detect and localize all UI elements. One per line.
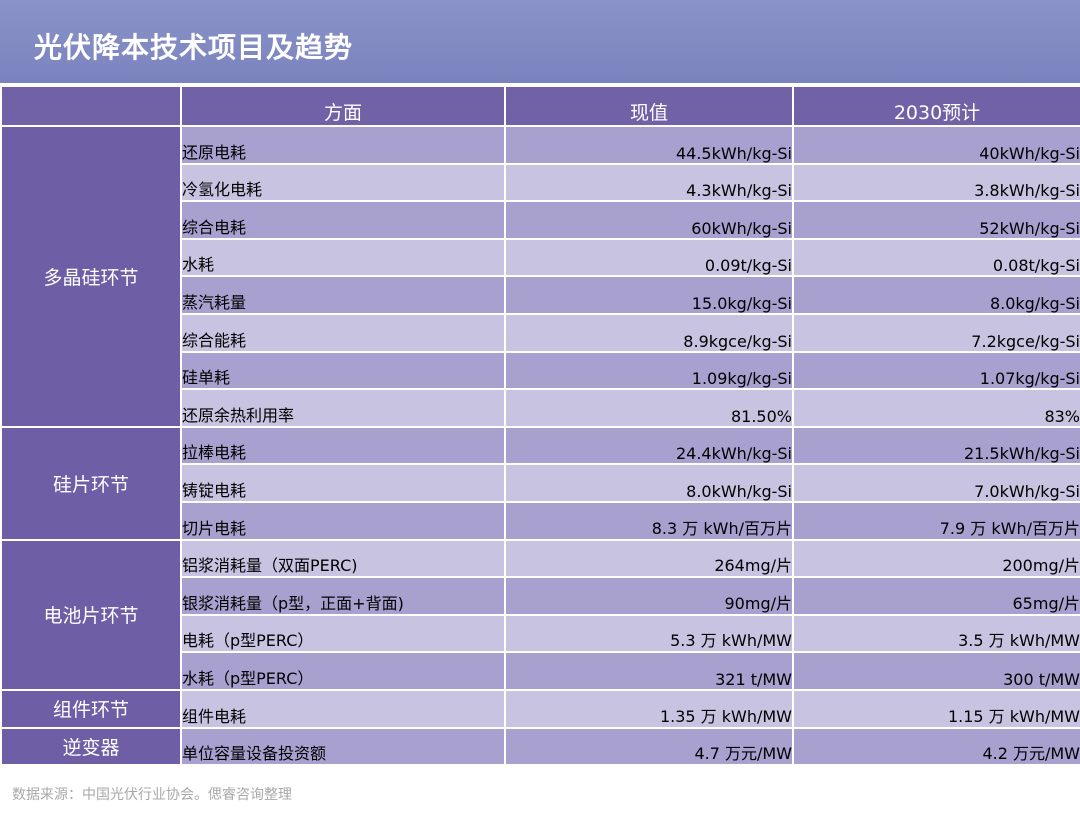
forecast-value-cell: 3.5 万 kWh/MW — [792, 613, 1080, 654]
item-cell: 冷氢化电耗 — [180, 162, 506, 203]
forecast-value-cell: 65mg/片 — [792, 576, 1080, 616]
group-label: 组件环节 — [0, 688, 182, 729]
group-label: 电池片环节 — [0, 538, 182, 691]
table-row: 银浆消耗量（p型，正面+背面) 90mg/片 65mg/片 — [1, 576, 1080, 616]
page-title: 光伏降本技术项目及趋势 — [34, 31, 354, 64]
item-cell: 蒸汽耗量 — [180, 275, 506, 315]
header-current: 现值 — [504, 85, 794, 127]
forecast-value-cell: 40kWh/kg-Si — [792, 125, 1080, 165]
item-cell: 还原电耗 — [180, 125, 506, 165]
item-cell: 铝浆消耗量（双面PERC) — [180, 538, 506, 579]
forecast-value-cell: 200mg/片 — [792, 538, 1080, 579]
table-row: 电池片环节 铝浆消耗量（双面PERC) 264mg/片 200mg/片 — [0, 538, 1080, 691]
item-cell: 铸锭电耗 — [180, 463, 506, 503]
current-value-cell: 264mg/片 — [504, 538, 794, 579]
table-row: 电耗（p型PERC） 5.3 万 kWh/MW 3.5 万 kWh/MW — [1, 613, 1080, 654]
table-row: 蒸汽耗量 15.0kg/kg-Si 8.0kg/kg-Si — [1, 275, 1080, 315]
title-bar: 光伏降本技术项目及趋势 — [0, 0, 1080, 83]
item-cell: 综合能耗 — [180, 312, 506, 353]
item-cell: 水耗（p型PERC） — [180, 651, 506, 691]
data-table: 方面 现值 2030预计 多晶硅环节 还原电耗 44.5kWh/kg-Si 40kWh… — [0, 85, 1080, 767]
current-value-cell: 1.35 万 kWh/MW — [504, 688, 794, 729]
forecast-value-cell: 3.8kWh/kg-Si — [792, 162, 1080, 203]
current-value-cell: 24.4kWh/kg-Si — [504, 425, 794, 466]
table-row: 水耗 0.09t/kg-Si 0.08t/kg-Si — [1, 237, 1080, 278]
current-value-cell: 81.50% — [504, 388, 794, 428]
forecast-value-cell: 7.0kWh/kg-Si — [792, 463, 1080, 503]
group-label: 逆变器 — [0, 726, 182, 767]
forecast-value-cell: 21.5kWh/kg-Si — [792, 425, 1080, 466]
item-cell: 拉棒电耗 — [180, 425, 506, 466]
table-row: 硅片环节 拉棒电耗 24.4kWh/kg-Si 21.5kWh/kg-Si — [0, 425, 1080, 541]
item-cell: 单位容量设备投资额 — [180, 726, 506, 767]
item-cell: 银浆消耗量（p型，正面+背面) — [180, 576, 506, 616]
header-aspect: 方面 — [180, 85, 506, 127]
header-blank — [0, 85, 182, 127]
forecast-value-cell: 300 t/MW — [792, 651, 1080, 691]
current-value-cell: 321 t/MW — [504, 651, 794, 691]
current-value-cell: 8.0kWh/kg-Si — [504, 463, 794, 503]
item-cell: 还原余热利用率 — [180, 388, 506, 428]
table-row: 硅单耗 1.09kg/kg-Si 1.07kg/kg-Si — [1, 350, 1080, 391]
forecast-value-cell: 1.07kg/kg-Si — [792, 350, 1080, 391]
source-note: 数据来源：中国光伏行业协会。偲睿咨询整理 — [12, 787, 292, 803]
table-row: 多晶硅环节 还原电耗 44.5kWh/kg-Si 40kWh/kg-Si — [0, 125, 1080, 428]
forecast-value-cell: 1.15 万 kWh/MW — [792, 688, 1080, 729]
table-row: 铸锭电耗 8.0kWh/kg-Si 7.0kWh/kg-Si — [1, 463, 1080, 503]
table-row: 冷氢化电耗 4.3kWh/kg-Si 3.8kWh/kg-Si — [1, 162, 1080, 203]
table-row: 水耗（p型PERC） 321 t/MW 300 t/MW — [1, 651, 1080, 691]
forecast-value-cell: 83% — [792, 388, 1080, 428]
current-value-cell: 8.9kgce/kg-Si — [504, 312, 794, 353]
current-value-cell: 8.3 万 kWh/百万片 — [504, 500, 794, 541]
current-value-cell: 44.5kWh/kg-Si — [504, 125, 794, 165]
item-cell: 组件电耗 — [180, 688, 506, 729]
forecast-value-cell: 7.9 万 kWh/百万片 — [792, 500, 1080, 541]
header-forecast: 2030预计 — [792, 85, 1080, 127]
table-body: 多晶硅环节 还原电耗 44.5kWh/kg-Si 40kWh/kg-Si 冷氢化电耗 4.… — [0, 125, 1080, 767]
group-label: 多晶硅环节 — [0, 125, 182, 428]
current-value-cell: 90mg/片 — [504, 576, 794, 616]
table-row: 切片电耗 8.3 万 kWh/百万片 7.9 万 kWh/百万片 — [1, 500, 1080, 541]
table-row: 逆变器 单位容量设备投资额 4.7 万元/MW 4.2 万元/MW — [0, 726, 1080, 767]
current-value-cell: 4.3kWh/kg-Si — [504, 162, 794, 203]
item-cell: 综合电耗 — [180, 200, 506, 240]
group-label: 硅片环节 — [0, 425, 182, 541]
current-value-cell: 4.7 万元/MW — [504, 726, 794, 767]
item-cell: 水耗 — [180, 237, 506, 278]
forecast-value-cell: 8.0kg/kg-Si — [792, 275, 1080, 315]
item-cell: 电耗（p型PERC） — [180, 613, 506, 654]
forecast-value-cell: 7.2kgce/kg-Si — [792, 312, 1080, 353]
forecast-value-cell: 52kWh/kg-Si — [792, 200, 1080, 240]
current-value-cell: 1.09kg/kg-Si — [504, 350, 794, 391]
table-row: 组件环节 组件电耗 1.35 万 kWh/MW 1.15 万 kWh/MW — [0, 688, 1080, 729]
current-value-cell: 60kWh/kg-Si — [504, 200, 794, 240]
item-cell: 切片电耗 — [180, 500, 506, 541]
current-value-cell: 15.0kg/kg-Si — [504, 275, 794, 315]
forecast-value-cell: 4.2 万元/MW — [792, 726, 1080, 767]
table-header-row: 方面 现值 2030预计 — [0, 85, 1080, 127]
table-row: 综合能耗 8.9kgce/kg-Si 7.2kgce/kg-Si — [1, 312, 1080, 353]
item-cell: 硅单耗 — [180, 350, 506, 391]
current-value-cell: 5.3 万 kWh/MW — [504, 613, 794, 654]
table-row: 综合电耗 60kWh/kg-Si 52kWh/kg-Si — [1, 200, 1080, 240]
forecast-value-cell: 0.08t/kg-Si — [792, 237, 1080, 278]
current-value-cell: 0.09t/kg-Si — [504, 237, 794, 278]
table-row: 还原余热利用率 81.50% 83% — [1, 388, 1080, 428]
